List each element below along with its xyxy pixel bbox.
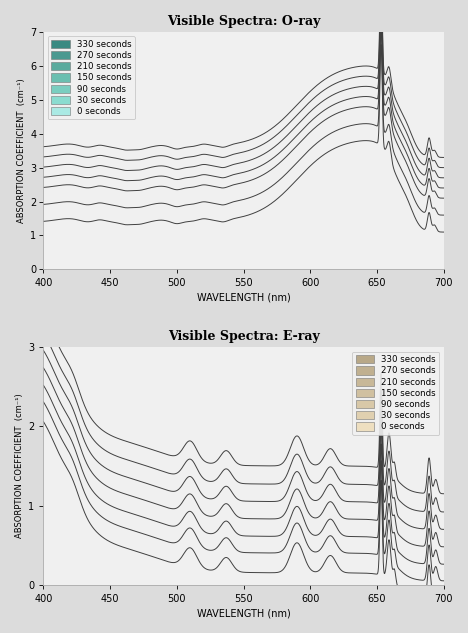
- Y-axis label: ABSORPTION COEFFICIENT  (cm⁻¹): ABSORPTION COEFFICIENT (cm⁻¹): [15, 394, 24, 539]
- Y-axis label: ABSORPTION COEFFICIENT  (cm⁻¹): ABSORPTION COEFFICIENT (cm⁻¹): [17, 78, 26, 223]
- Legend: 330 seconds, 270 seconds, 210 seconds, 150 seconds, 90 seconds, 30 seconds, 0 se: 330 seconds, 270 seconds, 210 seconds, 1…: [48, 36, 135, 120]
- X-axis label: WAVELENGTH (nm): WAVELENGTH (nm): [197, 292, 291, 303]
- Title: Visible Spectra: O-ray: Visible Spectra: O-ray: [167, 15, 320, 28]
- Title: Visible Spectra: E-ray: Visible Spectra: E-ray: [168, 330, 320, 343]
- Legend: 330 seconds, 270 seconds, 210 seconds, 150 seconds, 90 seconds, 30 seconds, 0 se: 330 seconds, 270 seconds, 210 seconds, 1…: [352, 352, 439, 435]
- X-axis label: WAVELENGTH (nm): WAVELENGTH (nm): [197, 608, 291, 618]
